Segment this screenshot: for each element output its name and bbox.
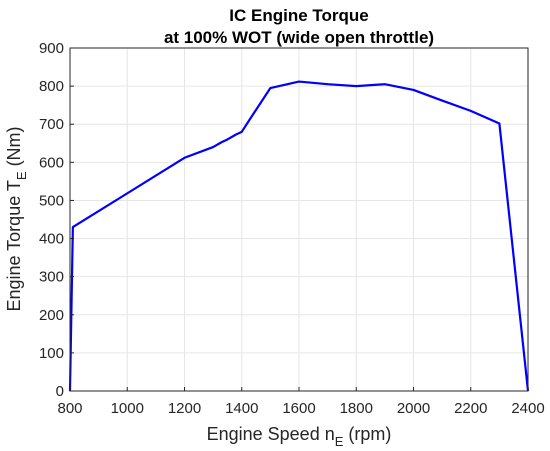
x-tick-label: 2200 (454, 400, 487, 417)
y-axis-label-rest: (Nm) (4, 126, 24, 171)
y-tick-label: 800 (39, 78, 64, 95)
x-tick-label: 1400 (225, 400, 258, 417)
x-tick-label: 1600 (282, 400, 315, 417)
tick-labels: 800 1000 1200 1400 1600 1800 2000 2200 2400 0 100 2… (39, 40, 545, 417)
x-tick-label: 1800 (340, 400, 373, 417)
x-axis-label-rest: (rpm) (343, 424, 391, 444)
y-tick-label: 100 (39, 345, 64, 362)
x-tick-label: 1000 (111, 400, 144, 417)
chart-title-line2: at 100% WOT (wide open throttle) (164, 28, 434, 47)
y-tick-label: 400 (39, 231, 64, 248)
y-tick-label: 0 (56, 383, 64, 400)
y-tick-label: 600 (39, 154, 64, 171)
x-tick-label: 2000 (397, 400, 430, 417)
x-axis-label-main: Engine Speed n (207, 424, 335, 444)
grid (69, 47, 529, 392)
plot-area (68, 80, 530, 392)
y-tick-label: 500 (39, 192, 64, 209)
torque-series-line (68, 80, 530, 392)
y-axis-label: Engine Torque TE (Nm) (4, 126, 29, 311)
x-axis-label-sub: E (335, 434, 344, 449)
chart-title-line1: IC Engine Torque (229, 6, 368, 25)
x-axis-label: Engine Speed nE (rpm) (207, 424, 392, 449)
x-tick-label: 1200 (168, 400, 201, 417)
y-axis-label-sub: E (14, 171, 29, 180)
x-tick-label: 800 (57, 400, 82, 417)
y-tick-label: 200 (39, 307, 64, 324)
x-tick-label: 2400 (511, 400, 544, 417)
y-axis-label-main: Engine Torque T (4, 180, 24, 311)
y-tick-label: 900 (39, 40, 64, 57)
y-tick-label: 700 (39, 116, 64, 133)
y-tick-label: 300 (39, 269, 64, 286)
